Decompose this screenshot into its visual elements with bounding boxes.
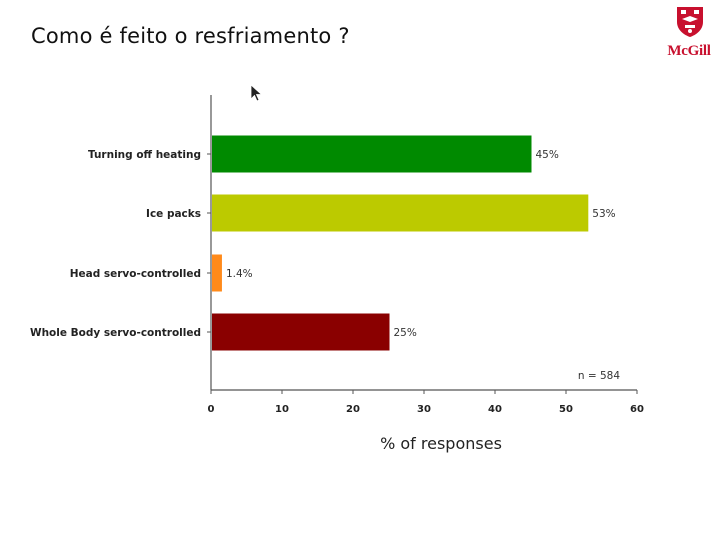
category-label: Head servo-controlled <box>70 268 201 280</box>
x-tick-label: 40 <box>488 404 502 415</box>
category-label: Ice packs <box>146 208 201 220</box>
category-label: Whole Body servo-controlled <box>30 327 201 339</box>
bar <box>212 313 390 351</box>
bar <box>212 254 222 292</box>
x-tick-label: 20 <box>346 404 360 415</box>
x-tick-label: 30 <box>417 404 431 415</box>
bar-value-label: 53% <box>592 208 615 220</box>
mcgill-logo: McGill <box>660 6 718 62</box>
bar-value-label: 45% <box>536 149 559 161</box>
sample-size-label: n = 584 <box>578 370 620 382</box>
x-tick-label: 60 <box>630 404 644 415</box>
bar <box>212 194 589 232</box>
bar-value-label: 25% <box>394 327 417 339</box>
logo-wordmark: McGill <box>667 43 711 59</box>
mouse-pointer-icon <box>250 84 263 102</box>
x-tick-label: 50 <box>559 404 573 415</box>
x-axis-label: % of responses <box>380 434 502 453</box>
slide-title: Como é feito o resfriamento ? <box>31 24 350 48</box>
category-label: Turning off heating <box>88 149 201 161</box>
bar <box>212 135 532 173</box>
bar-value-label: 1.4% <box>226 268 253 280</box>
x-tick-label: 0 <box>208 404 215 415</box>
mcgill-shield-icon <box>677 7 703 37</box>
x-tick-label: 10 <box>275 404 289 415</box>
